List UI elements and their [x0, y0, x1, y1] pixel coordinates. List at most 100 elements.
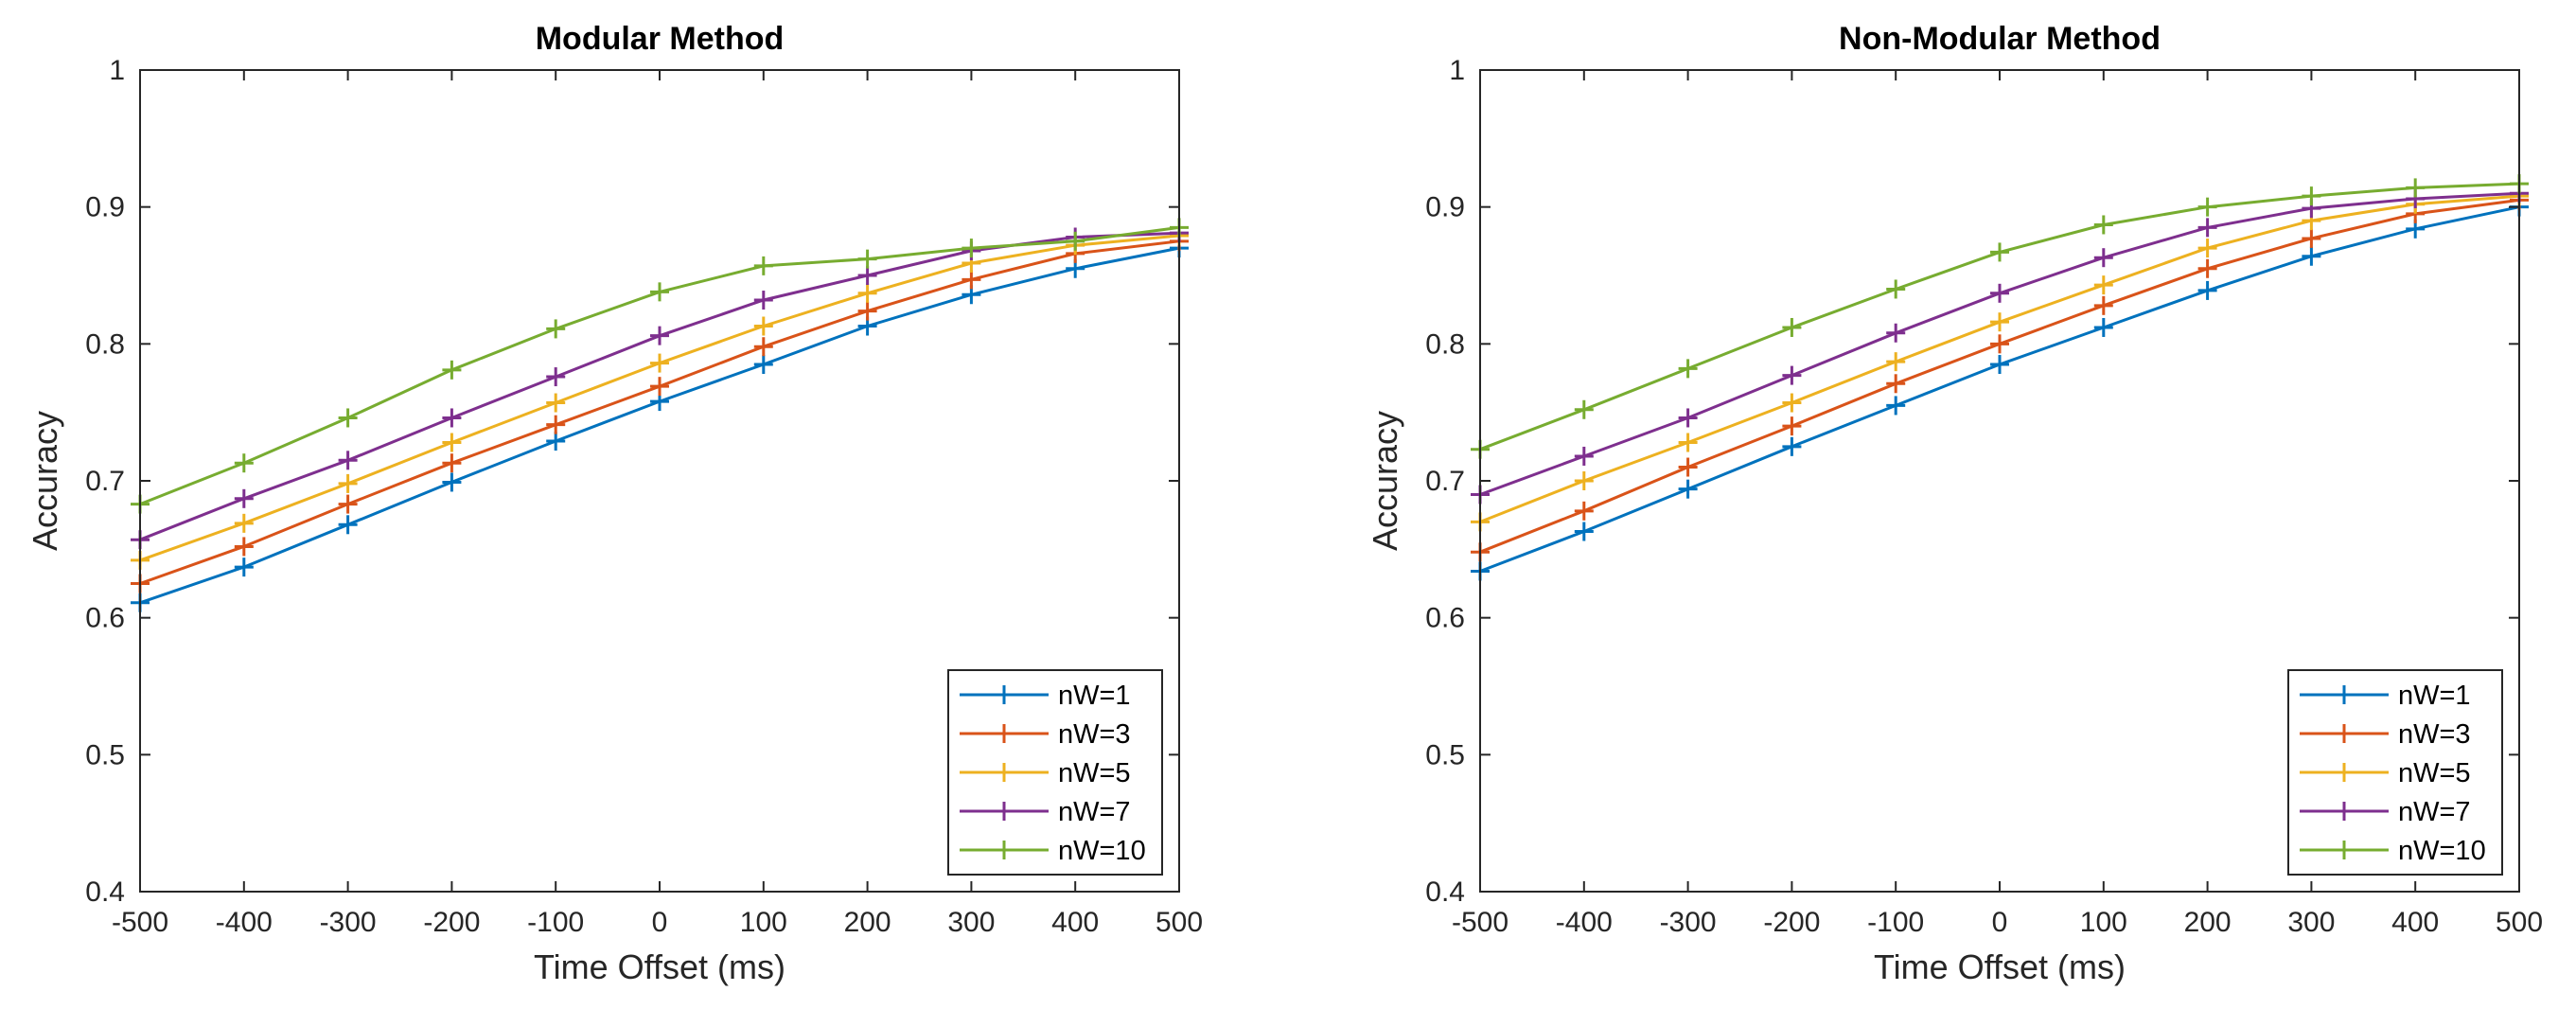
x-tick-label: 200: [844, 907, 891, 938]
data-point: [442, 408, 462, 428]
x-tick-label: 300: [947, 907, 995, 938]
data-point: [338, 494, 358, 514]
x-tick-label: 0: [1992, 907, 2008, 938]
y-tick-label: 1: [1449, 55, 1465, 86]
data-point: [650, 377, 669, 397]
x-tick-label: -500: [112, 907, 168, 938]
x-tick-label: -100: [1867, 907, 1924, 938]
data-point: [442, 433, 462, 452]
data-point: [1678, 408, 1698, 428]
data-point: [1066, 231, 1085, 251]
series-markers-nW-10: [131, 218, 1189, 514]
data-point: [234, 513, 254, 533]
data-point: [1782, 416, 1802, 436]
x-tick-label: -200: [1763, 907, 1820, 938]
legend-label: nW=7: [1058, 797, 1131, 827]
x-tick-label: -500: [1452, 907, 1509, 938]
x-tick-label: 400: [2391, 907, 2439, 938]
legend: nW=1 nW=3 nW=5 nW=7 nW=10: [947, 669, 1163, 876]
x-tick-label: -300: [320, 907, 377, 938]
y-tick-label: 0.6: [1425, 603, 1465, 634]
legend-label: nW=10: [2398, 836, 2486, 866]
x-tick-label: -100: [527, 907, 584, 938]
data-point: [2302, 186, 2321, 206]
y-tick-label: 0.7: [85, 466, 125, 497]
y-tick-label: 0.5: [85, 739, 125, 770]
data-point: [857, 283, 877, 303]
data-point: [1886, 352, 1906, 372]
data-point: [650, 282, 669, 302]
data-point: [546, 432, 566, 451]
x-tick-label: -200: [423, 907, 480, 938]
legend-item: nW=3: [2300, 719, 2471, 750]
data-point: [442, 453, 462, 473]
data-point: [1990, 355, 2009, 375]
y-axis-label: Accuracy: [26, 411, 64, 551]
data-point: [1574, 501, 1594, 521]
data-point: [753, 355, 773, 375]
legend-item: nW=1: [2300, 681, 2471, 711]
legend-label: nW=3: [2398, 719, 2471, 750]
y-tick-label: 0.6: [85, 603, 125, 634]
x-tick-label: 300: [2287, 907, 2335, 938]
data-point: [442, 472, 462, 492]
data-point: [2093, 248, 2113, 268]
data-point: [2093, 295, 2113, 315]
data-point: [962, 239, 981, 258]
data-point: [1886, 374, 1906, 394]
y-axis-label: Accuracy: [1366, 411, 1404, 551]
y-tick-label: 0.4: [85, 876, 125, 908]
data-point: [1678, 359, 1698, 379]
data-point: [1990, 283, 2009, 303]
data-point: [650, 353, 669, 373]
data-point: [1678, 457, 1698, 477]
data-point: [1574, 471, 1594, 490]
chart-panel-2: -500 -400 -300 -200 -100 0 100 200 300 400 500 0.4 0…: [1366, 21, 2543, 986]
data-point: [2093, 317, 2113, 337]
data-point: [857, 301, 877, 321]
data-point: [1574, 446, 1594, 466]
x-tick-label: -400: [216, 907, 273, 938]
data-point: [442, 360, 462, 380]
legend-item: nW=5: [2300, 758, 2471, 788]
data-point: [2197, 239, 2217, 258]
data-point: [546, 319, 566, 339]
data-point: [546, 393, 566, 413]
data-point: [1574, 399, 1594, 419]
data-point: [1990, 312, 2009, 332]
y-tick-label: 0.4: [1425, 876, 1465, 908]
data-point: [2197, 258, 2217, 278]
data-point: [1886, 396, 1906, 416]
legend-item: nW=1: [960, 681, 1131, 711]
series-markers-nW-3: [1471, 190, 2529, 562]
data-point: [338, 451, 358, 470]
legend-item: nW=10: [960, 836, 1146, 866]
data-point: [234, 537, 254, 557]
x-tick-label: 100: [740, 907, 787, 938]
data-point: [857, 266, 877, 285]
legend-item: nW=7: [960, 797, 1131, 827]
data-point: [2093, 275, 2113, 295]
legend-item: nW=7: [2300, 797, 2471, 827]
data-point: [753, 256, 773, 275]
chart-panel-1: -500 -400 -300 -200 -100 0 100 200 300 400 500 0.4 0…: [26, 21, 1203, 986]
x-tick-label: 100: [2080, 907, 2127, 938]
y-tick-label: 0.9: [85, 192, 125, 223]
x-tick-label: 500: [2496, 907, 2543, 938]
data-point: [338, 515, 358, 535]
x-tick-label: 0: [652, 907, 668, 938]
data-point: [2197, 280, 2217, 300]
data-point: [1782, 365, 1802, 385]
data-point: [1782, 393, 1802, 413]
data-point: [234, 558, 254, 577]
data-point: [2406, 178, 2426, 198]
legend-label: nW=5: [2398, 758, 2471, 788]
y-tick-label: 1: [109, 55, 125, 86]
legend-label: nW=3: [1058, 719, 1131, 750]
data-point: [2197, 218, 2217, 238]
data-point: [1574, 522, 1594, 541]
data-point: [338, 408, 358, 428]
data-point: [338, 473, 358, 493]
legend-label: nW=1: [1058, 681, 1131, 711]
y-tick-label: 0.5: [1425, 739, 1465, 770]
